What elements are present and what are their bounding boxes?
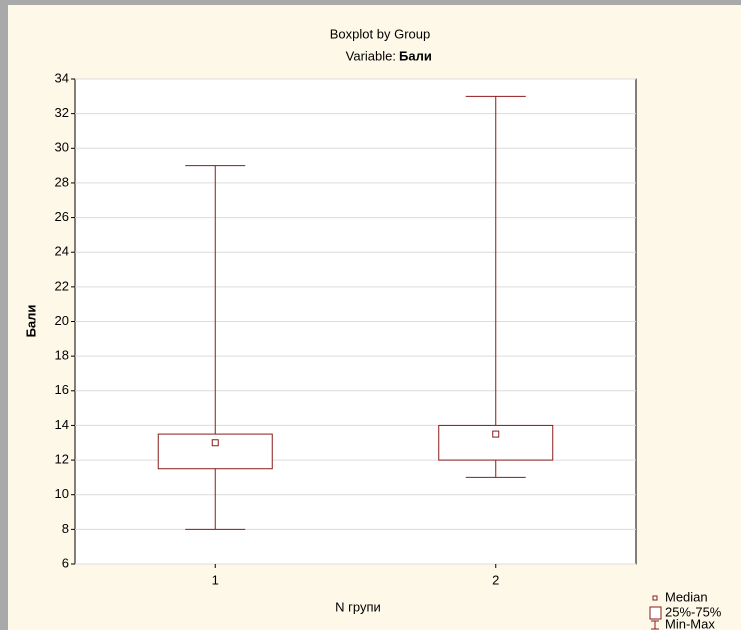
x-tick-label: 2 — [492, 572, 499, 587]
y-tick-label: 8 — [62, 521, 69, 536]
x-axis-label: N групи — [335, 599, 381, 614]
y-tick-label: 6 — [62, 555, 69, 570]
y-tick-label: 26 — [55, 209, 69, 224]
median — [211, 439, 219, 447]
legend-label: 25%-75% — [665, 604, 722, 619]
y-tick-label: 32 — [55, 105, 69, 120]
y-tick-label: 28 — [55, 174, 69, 189]
y-tick-label: 16 — [55, 382, 69, 397]
y-tick-label: 12 — [55, 452, 69, 467]
frame-left — [0, 0, 8, 630]
y-axis-label: Бали — [23, 305, 38, 338]
y-tick-label: 18 — [55, 348, 69, 363]
median — [492, 430, 500, 438]
y-tick-label: 14 — [55, 417, 69, 432]
frame-top — [0, 0, 741, 5]
chart-subtitle: Variable: — [346, 48, 396, 63]
legend-box-icon — [649, 606, 662, 620]
chart-title: Boxplot by Group — [330, 26, 430, 41]
x-tick-label: 1 — [212, 572, 219, 587]
legend-label: Median — [665, 589, 708, 604]
legend-median-icon — [652, 595, 658, 601]
y-tick-label: 22 — [55, 278, 69, 293]
y-tick-label: 10 — [55, 486, 69, 501]
y-tick-label: 24 — [55, 244, 69, 259]
y-tick-label: 20 — [55, 313, 69, 328]
y-tick-label: 34 — [55, 70, 69, 85]
legend-label: Min-Max — [665, 616, 715, 630]
variable-name: Бали — [399, 48, 432, 63]
y-tick-label: 30 — [55, 140, 69, 155]
